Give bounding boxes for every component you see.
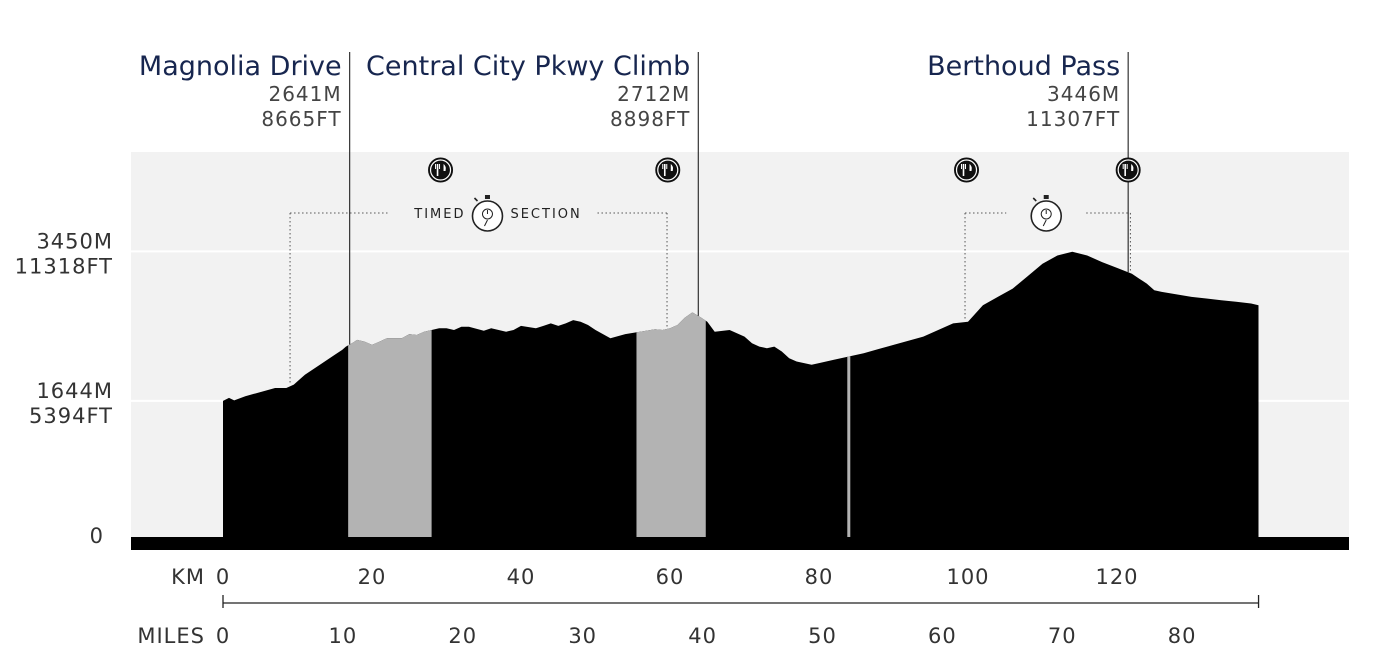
y-tick-label-feet: 5394FT (29, 404, 113, 428)
fork-knife-icon (954, 157, 980, 183)
climb-elevation-feet: 8898FT (610, 107, 690, 131)
climb-name: Magnolia Drive (139, 51, 342, 82)
miles-tick-label: 60 (928, 624, 957, 648)
miles-tick-label: 10 (329, 624, 358, 648)
stopwatch-icon (471, 195, 504, 232)
stopwatch-icon (1030, 195, 1063, 232)
miles-tick-label: 50 (808, 624, 837, 648)
timed-section-label-left: TIMED (413, 207, 465, 222)
km-tick-label: 0 (216, 565, 230, 589)
km-tick-label: 100 (946, 565, 989, 589)
miles-tick-label: 30 (568, 624, 597, 648)
miles-tick-label: 70 (1048, 624, 1077, 648)
miles-tick-label: 40 (688, 624, 717, 648)
elevation-profile-area (223, 251, 1259, 537)
climb-elevation-meters: 3446M (1047, 82, 1120, 106)
climb-elevation-feet: 11307FT (1026, 107, 1120, 131)
y-tick-label-zero: 0 (90, 524, 104, 548)
baseline-bar (131, 537, 1349, 550)
climb-name: Central City Pkwy Climb (366, 51, 690, 82)
miles-axis-label: MILES (137, 624, 205, 648)
km-tick-label: 40 (507, 565, 536, 589)
y-tick-label-meters: 1644M (36, 379, 113, 403)
miles-tick-label: 80 (1168, 624, 1197, 648)
fork-knife-icon (428, 157, 454, 183)
fork-knife-icon (655, 157, 681, 183)
climb-elevation-meters: 2712M (617, 82, 690, 106)
km-tick-label: 60 (656, 565, 685, 589)
timed-section-label-right: SECTION (510, 207, 581, 222)
y-tick-label-meters: 3450M (36, 229, 113, 253)
km-tick-label: 80 (805, 565, 834, 589)
miles-tick-label: 0 (216, 624, 230, 648)
km-axis-label: KM (171, 565, 205, 589)
km-tick-label: 120 (1095, 565, 1138, 589)
km-tick-label: 20 (358, 565, 387, 589)
climb-elevation-meters: 2641M (268, 82, 341, 106)
profile-gap-marker (847, 300, 851, 537)
fork-knife-icon (1115, 157, 1141, 183)
climb-elevation-feet: 8665FT (261, 107, 341, 131)
miles-tick-label: 20 (448, 624, 477, 648)
y-tick-label-feet: 11318FT (15, 254, 113, 278)
climb-name: Berthoud Pass (927, 51, 1120, 82)
